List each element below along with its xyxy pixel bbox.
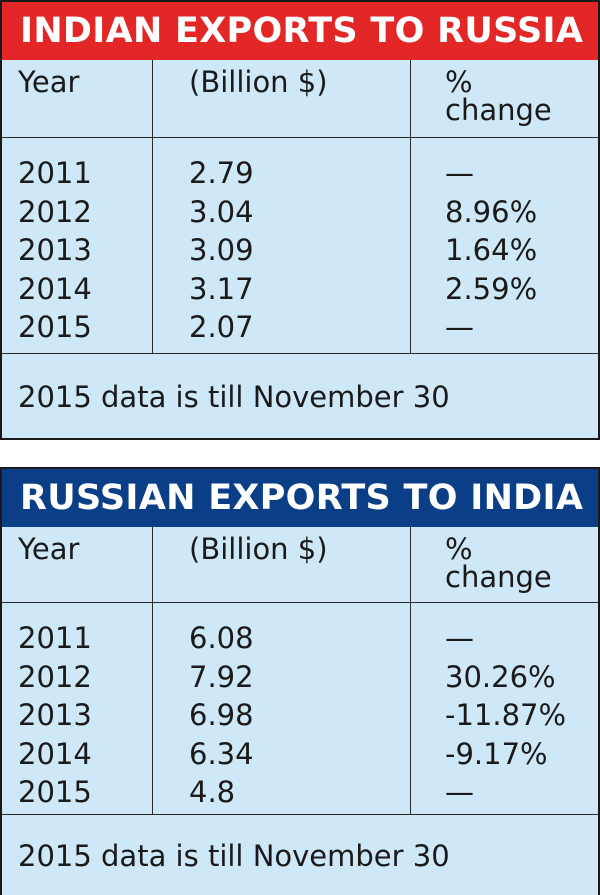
table-grid: Year (Billion $) % change 2011 2012 2013… [2, 60, 598, 414]
header-year: Year [2, 527, 153, 602]
table-title: RUSSIAN EXPORTS TO INDIA [2, 469, 598, 527]
header-value: (Billion $) [153, 60, 411, 137]
table-cell-change: -9.17% [445, 736, 548, 771]
table-grid: Year (Billion $) % change 2011 2012 2013… [2, 527, 598, 873]
data-rows: 2011 2012 2013 2014 2015 2.79 3.04 3.09 … [2, 138, 598, 354]
table-cell-change: — [445, 310, 474, 344]
table-cell-year: 2013 [18, 698, 92, 732]
year-column: 2011 2012 2013 2014 2015 [2, 138, 153, 353]
table-cell-year: 2012 [18, 194, 92, 229]
header-change: % change [411, 527, 598, 602]
table-cell-change: — [445, 156, 474, 190]
table-cell-change: — [445, 775, 474, 809]
header-change-symbol: % [445, 532, 473, 566]
russia-exports-table: RUSSIAN EXPORTS TO INDIA Year (Billion $… [0, 467, 600, 895]
table-cell-value: 3.09 [189, 233, 254, 267]
change-column: — 30.26% -11.87% -9.17% — [411, 603, 598, 814]
table-cell-year: 2011 [18, 621, 92, 655]
table-cell-change: — [445, 621, 474, 655]
table-cell-change: 1.64% [445, 233, 538, 267]
value-column: 2.79 3.04 3.09 3.17 2.07 [153, 138, 411, 353]
table-cell-value: 6.98 [189, 698, 254, 732]
header-row: Year (Billion $) % change [2, 527, 598, 603]
table-cell-value: 6.34 [189, 736, 254, 771]
india-exports-table: INDIAN EXPORTS TO RUSSIA Year (Billion $… [0, 0, 600, 440]
table-cell-year: 2014 [18, 736, 92, 771]
header-row: Year (Billion $) % change [2, 60, 598, 138]
table-cell-value: 2.79 [189, 156, 254, 190]
table-cell-year: 2014 [18, 271, 92, 306]
year-column: 2011 2012 2013 2014 2015 [2, 603, 153, 814]
header-change-label: change [445, 93, 552, 127]
table-note: 2015 data is till November 30 [18, 839, 450, 873]
table-cell-value: 2.07 [189, 310, 254, 344]
table-cell-year: 2015 [18, 775, 92, 809]
header-change: % change [411, 60, 598, 137]
table-cell-change: 8.96% [445, 194, 538, 229]
table-cell-value: 4.8 [189, 775, 236, 809]
table-cell-year: 2012 [18, 659, 92, 694]
header-year: Year [2, 60, 153, 137]
header-change-label: change [445, 560, 552, 594]
table-note: 2015 data is till November 30 [18, 380, 450, 414]
change-column: — 8.96% 1.64% 2.59% — [411, 138, 598, 353]
header-value: (Billion $) [153, 527, 411, 602]
table-cell-change: 30.26% [445, 659, 556, 694]
table-cell-year: 2011 [18, 156, 92, 190]
table-cell-year: 2015 [18, 310, 92, 344]
table-cell-value: 6.08 [189, 621, 254, 655]
table-cell-value: 3.04 [189, 194, 254, 229]
header-change-symbol: % [445, 65, 473, 99]
table-cell-change: -11.87% [445, 698, 567, 732]
value-column: 6.08 7.92 6.98 6.34 4.8 [153, 603, 411, 814]
table-cell-value: 3.17 [189, 271, 254, 306]
table-cell-value: 7.92 [189, 659, 254, 694]
table-cell-change: 2.59% [445, 271, 538, 306]
table-title: INDIAN EXPORTS TO RUSSIA [2, 2, 598, 60]
data-rows: 2011 2012 2013 2014 2015 6.08 7.92 6.98 … [2, 603, 598, 815]
table-cell-year: 2013 [18, 233, 92, 267]
